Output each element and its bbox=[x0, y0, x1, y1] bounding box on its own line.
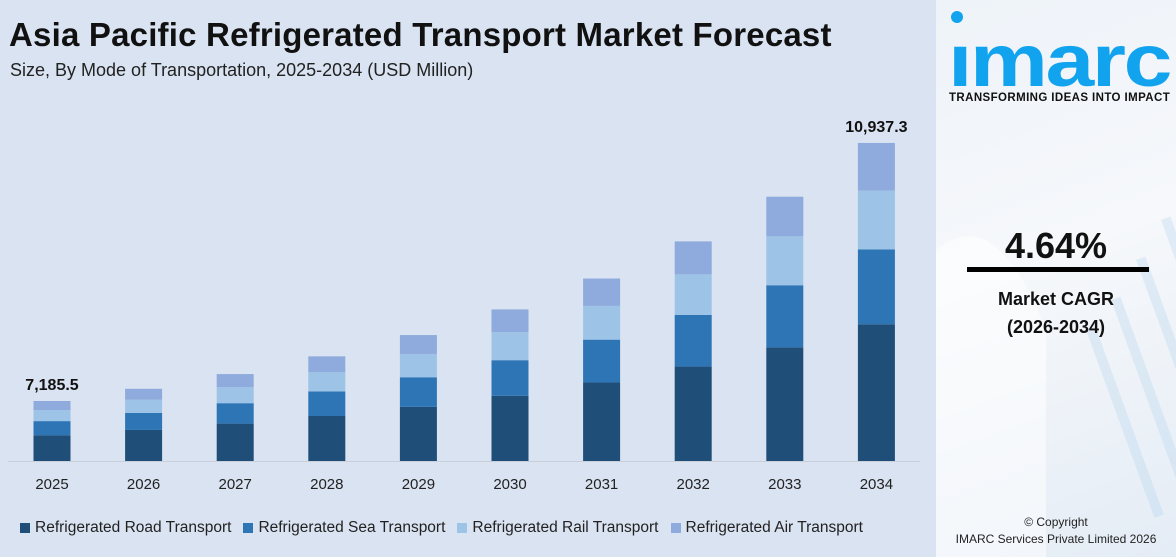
bar-segment-2029-refrigerated-air-transport bbox=[399, 335, 437, 354]
side-panel: ımarc TRANSFORMING IDEAS INTO IMPACT 4.6… bbox=[936, 0, 1176, 557]
x-tick-label: 2034 bbox=[860, 476, 893, 493]
bar-segment-2031-refrigerated-air-transport bbox=[583, 278, 621, 306]
bar-segment-2026-refrigerated-road-transport bbox=[125, 429, 163, 461]
bar-segment-2026-refrigerated-air-transport bbox=[125, 388, 163, 400]
copyright-line: © Copyright bbox=[1024, 515, 1088, 529]
logo-tagline: TRANSFORMING IDEAS INTO IMPACT bbox=[949, 92, 1171, 104]
data-label-2025: 7,185.5 bbox=[25, 377, 78, 394]
bar-segment-2034-refrigerated-road-transport bbox=[857, 324, 895, 461]
chart-subtitle: Size, By Mode of Transportation, 2025-20… bbox=[10, 60, 474, 80]
x-tick-label: 2032 bbox=[677, 476, 710, 493]
x-tick-label: 2028 bbox=[310, 476, 343, 493]
bar-segment-2033-refrigerated-sea-transport bbox=[766, 285, 804, 348]
x-tick-label: 2030 bbox=[493, 476, 526, 493]
bar-segment-2034-refrigerated-rail-transport bbox=[857, 190, 895, 250]
imarc-logo: ımarc bbox=[948, 11, 1172, 93]
legend-item: Refrigerated Road Transport bbox=[20, 519, 231, 537]
cagr-divider bbox=[967, 267, 1149, 272]
bar-segment-2029-refrigerated-rail-transport bbox=[399, 353, 437, 378]
bar-segment-2025-refrigerated-air-transport bbox=[33, 401, 71, 410]
bar-segment-2032-refrigerated-road-transport bbox=[674, 366, 712, 461]
bar-segment-2030-refrigerated-air-transport bbox=[491, 309, 529, 333]
bar-segment-2032-refrigerated-air-transport bbox=[674, 241, 712, 275]
bar-segment-2033-refrigerated-road-transport bbox=[766, 347, 804, 461]
legend-label: Refrigerated Sea Transport bbox=[258, 519, 446, 536]
bar-segment-2027-refrigerated-road-transport bbox=[216, 423, 254, 461]
bar-segment-2030-refrigerated-road-transport bbox=[491, 395, 529, 461]
bar-segment-2027-refrigerated-sea-transport bbox=[216, 403, 254, 424]
legend-swatch bbox=[243, 523, 254, 533]
data-label-2034: 10,937.3 bbox=[845, 119, 907, 136]
data-labels: 7,185.5 10,937.3 bbox=[25, 119, 907, 394]
bar-segment-2028-refrigerated-air-transport bbox=[308, 356, 346, 373]
background-chart-decoration bbox=[936, 216, 1176, 557]
bar-segment-2027-refrigerated-rail-transport bbox=[216, 387, 254, 404]
stacked-bar-chart: 2025 2026 2027 2028 2029 2030 2031 2032 2033 2034… bbox=[8, 119, 920, 493]
cagr-value: 4.64% bbox=[1004, 225, 1108, 266]
bar-segment-2034-refrigerated-sea-transport bbox=[857, 249, 895, 325]
bar-segment-2026-refrigerated-rail-transport bbox=[125, 399, 163, 413]
x-tick-label: 2031 bbox=[585, 476, 618, 493]
legend-item: Refrigerated Sea Transport bbox=[243, 519, 445, 537]
cagr-label: Market CAGR (2026-2034) bbox=[936, 285, 1176, 341]
bar-segment-2032-refrigerated-sea-transport bbox=[674, 314, 712, 367]
legend-swatch bbox=[457, 523, 468, 533]
bar-segment-2034-refrigerated-air-transport bbox=[857, 142, 895, 191]
bar-segment-2030-refrigerated-sea-transport bbox=[491, 360, 529, 396]
bar-segment-2030-refrigerated-rail-transport bbox=[491, 332, 529, 361]
copyright: © Copyright IMARC Services Private Limit… bbox=[936, 514, 1176, 548]
legend-swatch bbox=[20, 523, 30, 533]
legend-item: Refrigerated Rail Transport bbox=[457, 519, 659, 537]
legend-swatch bbox=[670, 523, 681, 533]
bar-segment-2032-refrigerated-rail-transport bbox=[674, 274, 712, 315]
legend-label: Refrigerated Road Transport bbox=[35, 519, 232, 536]
cagr-label-text: Market CAGR bbox=[997, 289, 1115, 309]
chart-title: Asia Pacific Refrigerated Transport Mark… bbox=[9, 16, 832, 53]
bar-segment-2026-refrigerated-sea-transport bbox=[125, 412, 163, 430]
bar-segment-2025-refrigerated-rail-transport bbox=[33, 409, 71, 422]
legend-label: Refrigerated Rail Transport bbox=[472, 519, 659, 536]
bar-segment-2025-refrigerated-road-transport bbox=[33, 435, 71, 461]
bar-segment-2027-refrigerated-air-transport bbox=[216, 374, 254, 388]
bars-group bbox=[33, 142, 895, 461]
x-tick-label: 2033 bbox=[768, 476, 801, 493]
bar-segment-2033-refrigerated-rail-transport bbox=[766, 236, 804, 286]
bar-segment-2025-refrigerated-sea-transport bbox=[33, 421, 71, 436]
bar-segment-2029-refrigerated-road-transport bbox=[399, 406, 437, 461]
x-tick-labels: 2025 2026 2027 2028 2029 2030 2031 2032 2033 2034 bbox=[35, 476, 893, 493]
x-tick-label: 2026 bbox=[127, 476, 160, 493]
bar-segment-2028-refrigerated-rail-transport bbox=[308, 372, 346, 392]
bar-segment-2031-refrigerated-rail-transport bbox=[583, 305, 621, 340]
x-tick-label: 2027 bbox=[219, 476, 252, 493]
bar-segment-2029-refrigerated-sea-transport bbox=[399, 377, 437, 407]
cagr-period: (2026-2034) bbox=[1006, 317, 1106, 337]
x-tick-label: 2029 bbox=[402, 476, 435, 493]
company-line: IMARC Services Private Limited 2026 bbox=[955, 532, 1157, 546]
bar-segment-2028-refrigerated-road-transport bbox=[308, 416, 346, 461]
x-tick-label: 2025 bbox=[35, 476, 68, 493]
bar-segment-2031-refrigerated-sea-transport bbox=[583, 339, 621, 383]
bar-segment-2028-refrigerated-sea-transport bbox=[308, 391, 346, 417]
legend-item: Refrigerated Air Transport bbox=[670, 519, 863, 537]
legend-label: Refrigerated Air Transport bbox=[685, 519, 863, 536]
bar-segment-2033-refrigerated-air-transport bbox=[766, 196, 804, 237]
legend: Refrigerated Road Transport Refrigerated … bbox=[20, 519, 863, 537]
bar-segment-2031-refrigerated-road-transport bbox=[583, 382, 621, 461]
svg-text:ımarc: ımarc bbox=[948, 19, 1170, 93]
